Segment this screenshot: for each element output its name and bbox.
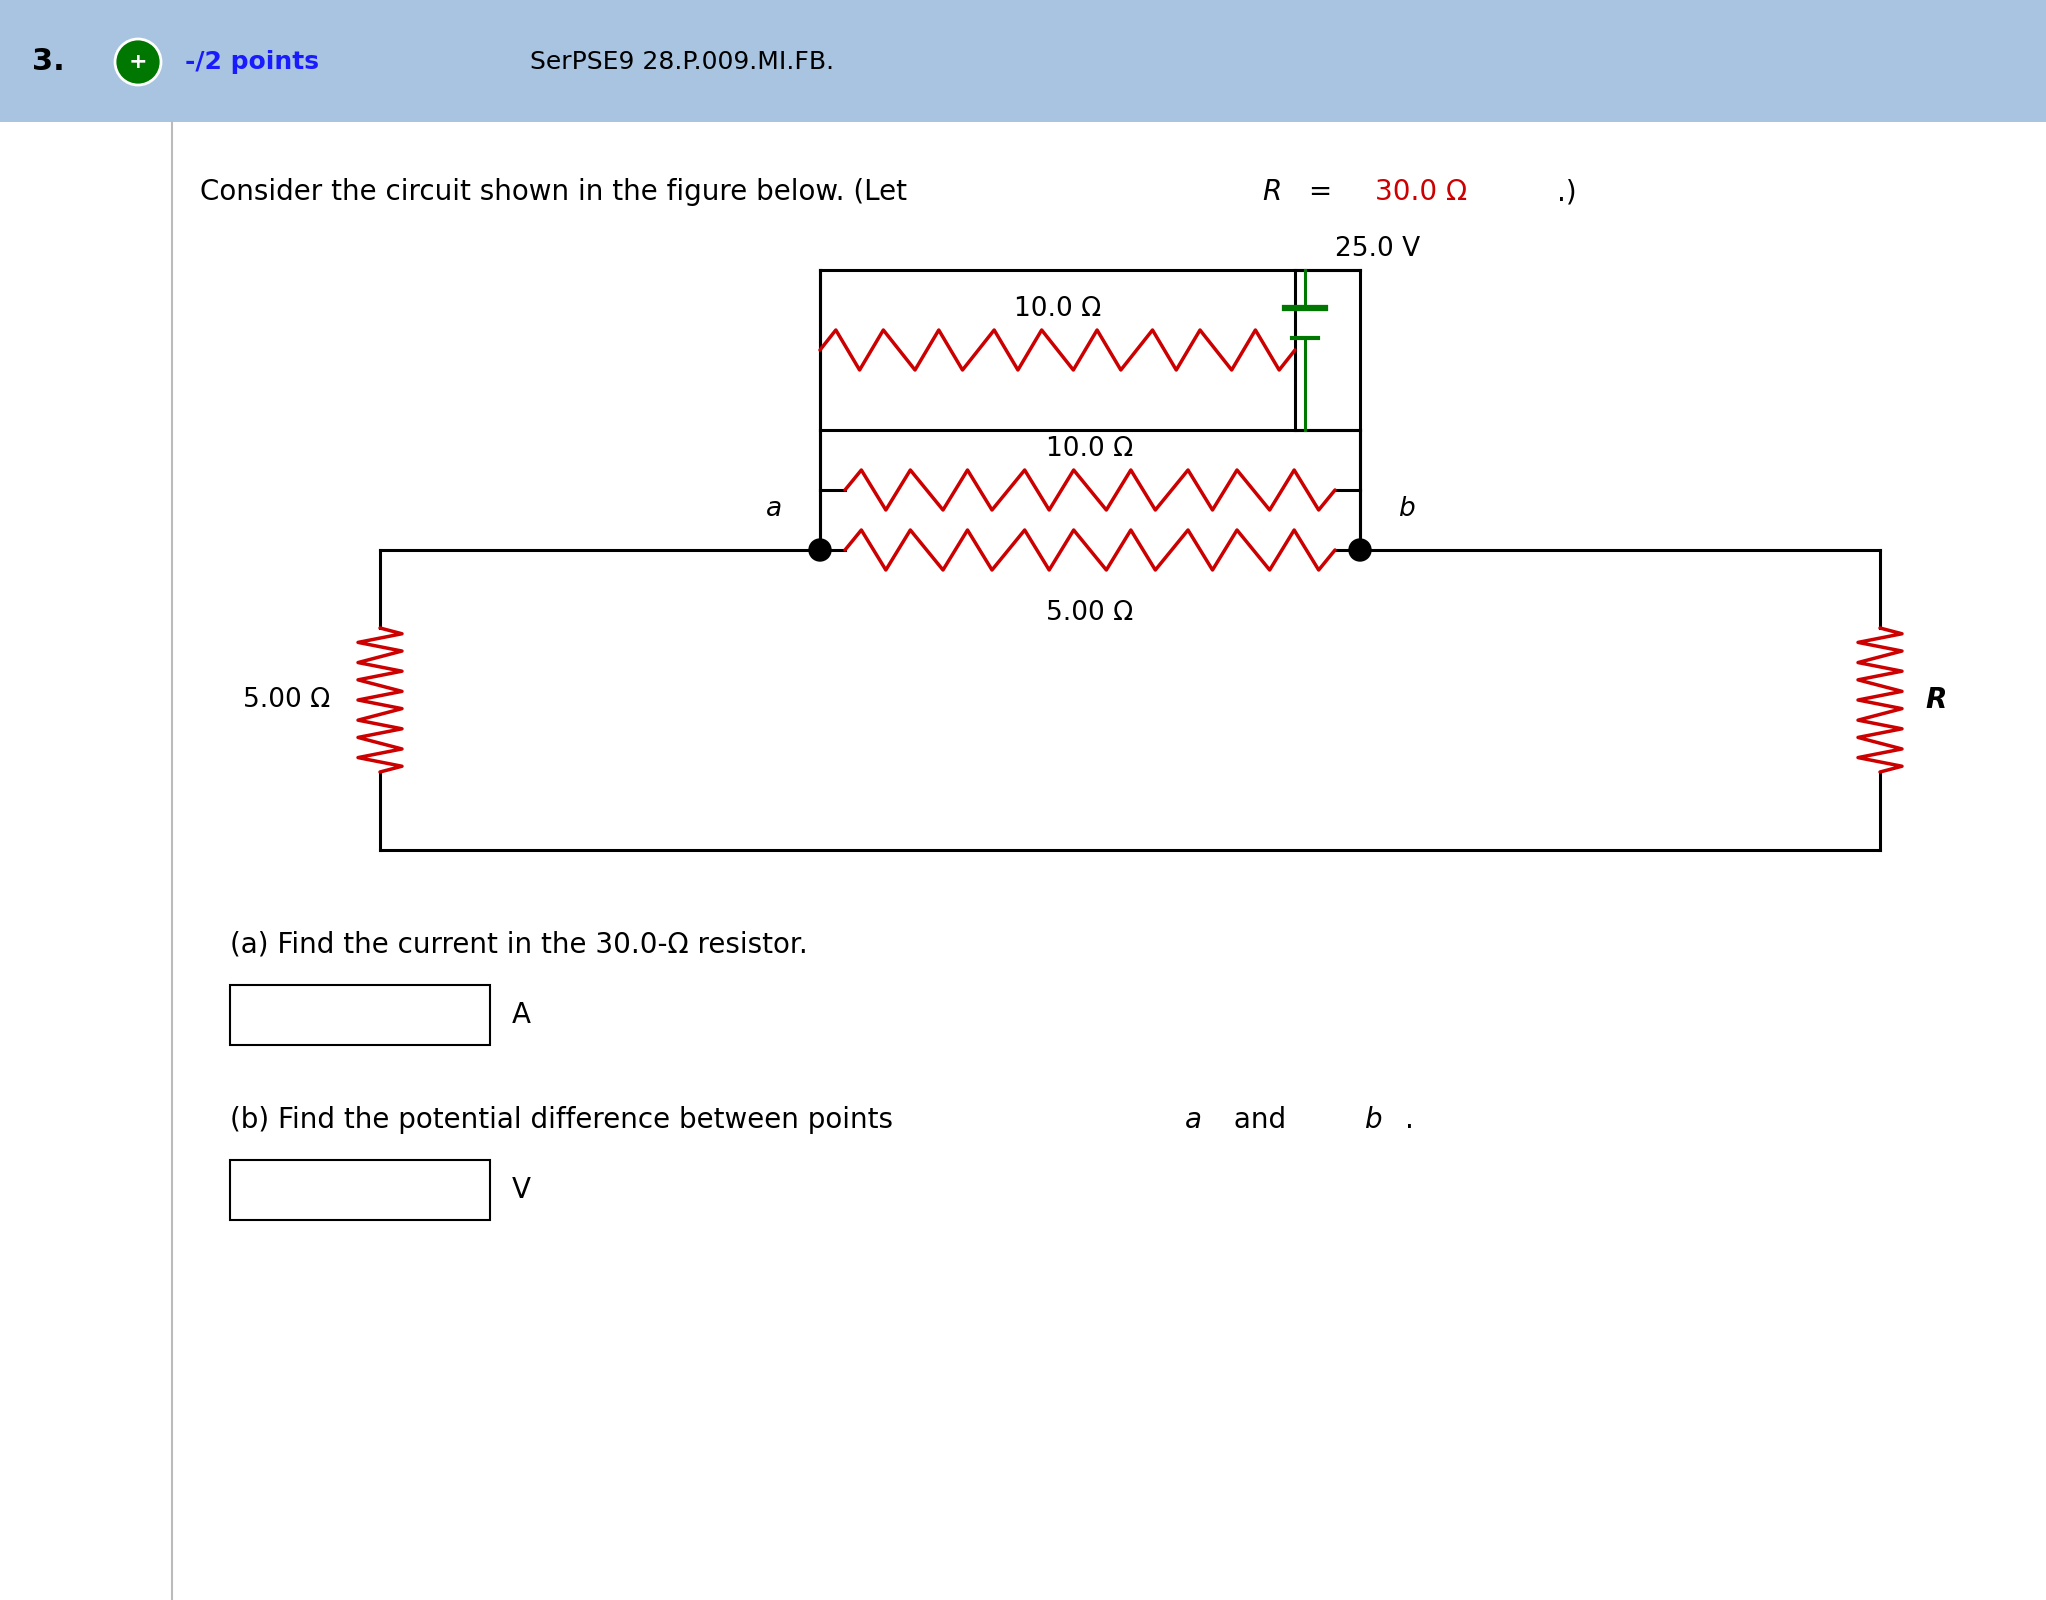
Text: a: a (1185, 1106, 1201, 1134)
Text: 3.: 3. (33, 48, 65, 77)
Text: 25.0 V: 25.0 V (1334, 235, 1420, 262)
Text: b: b (1365, 1106, 1383, 1134)
Text: V: V (512, 1176, 532, 1205)
Text: +: + (129, 51, 147, 72)
FancyBboxPatch shape (0, 0, 2046, 122)
Text: R: R (1925, 686, 1946, 714)
Text: and: and (1226, 1106, 1295, 1134)
Text: -/2 points: -/2 points (184, 50, 319, 74)
Text: R: R (1262, 178, 1281, 206)
Circle shape (115, 38, 162, 85)
Text: =: = (1299, 178, 1340, 206)
Text: 10.0 Ω: 10.0 Ω (1015, 296, 1101, 322)
Text: 5.00 Ω: 5.00 Ω (243, 686, 329, 714)
Text: a: a (765, 496, 782, 522)
Circle shape (808, 539, 831, 562)
Text: (a) Find the current in the 30.0-Ω resistor.: (a) Find the current in the 30.0-Ω resis… (229, 931, 808, 958)
FancyBboxPatch shape (229, 1160, 489, 1219)
Circle shape (1348, 539, 1371, 562)
Text: 30.0 Ω: 30.0 Ω (1375, 178, 1467, 206)
Text: .: . (1406, 1106, 1414, 1134)
FancyBboxPatch shape (229, 986, 489, 1045)
Text: 5.00 Ω: 5.00 Ω (1046, 600, 1133, 626)
Text: 10.0 Ω: 10.0 Ω (1046, 435, 1133, 462)
Text: b: b (1397, 496, 1414, 522)
Text: A: A (512, 1002, 532, 1029)
Text: (b) Find the potential difference between points: (b) Find the potential difference betwee… (229, 1106, 902, 1134)
Text: SerPSE9 28.P.009.MI.FB.: SerPSE9 28.P.009.MI.FB. (530, 50, 835, 74)
Text: .): .) (1557, 178, 1577, 206)
Text: Consider the circuit shown in the figure below. (Let: Consider the circuit shown in the figure… (201, 178, 917, 206)
